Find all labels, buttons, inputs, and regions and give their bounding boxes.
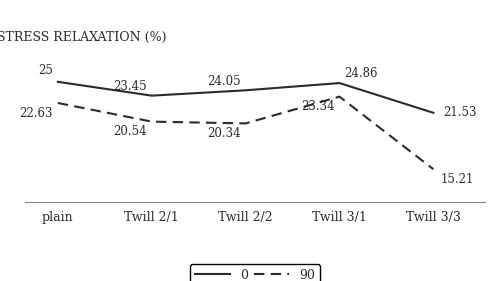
Text: 23.45: 23.45 bbox=[114, 80, 147, 93]
Text: 23.34: 23.34 bbox=[301, 100, 335, 113]
Text: 15.21: 15.21 bbox=[441, 173, 474, 186]
Text: 24.86: 24.86 bbox=[344, 67, 378, 80]
Text: 25: 25 bbox=[38, 64, 53, 77]
Text: STRESS RELAXATION (%): STRESS RELAXATION (%) bbox=[0, 31, 167, 44]
Text: 24.05: 24.05 bbox=[208, 75, 241, 88]
Text: 20.34: 20.34 bbox=[208, 127, 241, 140]
Legend: 0, 90: 0, 90 bbox=[190, 264, 320, 281]
Text: 22.63: 22.63 bbox=[20, 106, 53, 119]
Text: 20.54: 20.54 bbox=[114, 125, 147, 138]
Text: 21.53: 21.53 bbox=[443, 106, 476, 119]
